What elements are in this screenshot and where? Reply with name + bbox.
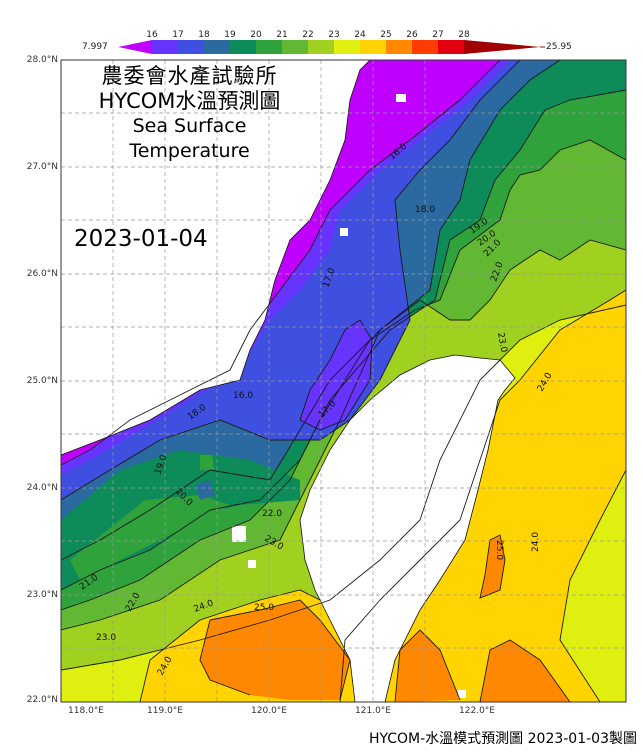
- gridlines: [61, 60, 626, 702]
- lon-label-119e: 119.0°E: [147, 706, 183, 716]
- title-model: HYCOM水溫預測圖: [98, 89, 281, 113]
- contour-label: 25.0: [494, 540, 504, 560]
- title-sst-line2: Temperature: [129, 140, 250, 162]
- lat-label-26n: 26.0°N: [26, 269, 58, 279]
- contour-label: 23.0: [96, 633, 116, 643]
- colorbar-tick: 22: [302, 30, 314, 40]
- forecast-date: 2023-01-04: [74, 226, 208, 252]
- map-frame: [60, 59, 627, 703]
- colorbar-swatches: [118, 40, 545, 54]
- colorbar-tick: 24: [354, 30, 366, 40]
- colorbar-tick: 28: [458, 30, 470, 40]
- title-agency: 農委會水產試驗所: [101, 64, 278, 88]
- contour-label: 23.0: [495, 332, 508, 354]
- lat-label-23n: 23.0°N: [26, 590, 58, 600]
- lat-label-27n: 27.0°N: [26, 162, 58, 172]
- colorbar-tick: 16: [146, 30, 158, 40]
- title-sst-line1: Sea Surface: [132, 115, 247, 137]
- lon-label-118e: 118.0°E: [68, 706, 104, 716]
- colorbar-tick: 26: [406, 30, 418, 40]
- contour-label: 24.0: [531, 532, 541, 552]
- colorbar-tick: 20: [250, 30, 262, 40]
- colorbar-tick: 19: [224, 30, 236, 40]
- lon-label-120e: 120.0°E: [251, 706, 287, 716]
- colorbar-max-label: 25.95: [546, 42, 572, 52]
- colorbar-tick: 25: [380, 30, 392, 40]
- contour-label: 22.0: [262, 509, 282, 519]
- colorbar-legend: 7.997 25.95 16 17 18 19 20 21 22 23 24 2…: [0, 0, 643, 60]
- colorbar-tick: 18: [198, 30, 210, 40]
- lat-label-24n: 24.0°N: [26, 483, 58, 493]
- colorbar-tick: 21: [276, 30, 288, 40]
- colorbar-tick: 17: [172, 30, 184, 40]
- colorbar-tick: 27: [432, 30, 444, 40]
- lat-label-22n: 22.0°N: [26, 695, 58, 705]
- lat-label-25n: 25.0°N: [26, 376, 58, 386]
- contour-label: 18.0: [415, 205, 435, 215]
- contour-label: 16.0: [233, 391, 253, 401]
- lat-label-28n: 28.0°N: [26, 55, 58, 65]
- land-masses: [61, 60, 515, 702]
- colorbar-min-label: 7.997: [82, 42, 108, 52]
- colorbar-tick: 23: [328, 30, 340, 40]
- map-title-block: 農委會水產試驗所 HYCOM水溫預測圖 Sea Surface Temperat…: [62, 64, 317, 164]
- contour-label: 25.0: [254, 603, 274, 613]
- footer-caption: HYCOM-水溫模式預測圖 2023-01-03製圖: [368, 731, 637, 747]
- lon-label-121e: 121.0°E: [355, 706, 391, 716]
- lon-label-122e: 122.0°E: [459, 706, 495, 716]
- contour-lines: [61, 60, 626, 702]
